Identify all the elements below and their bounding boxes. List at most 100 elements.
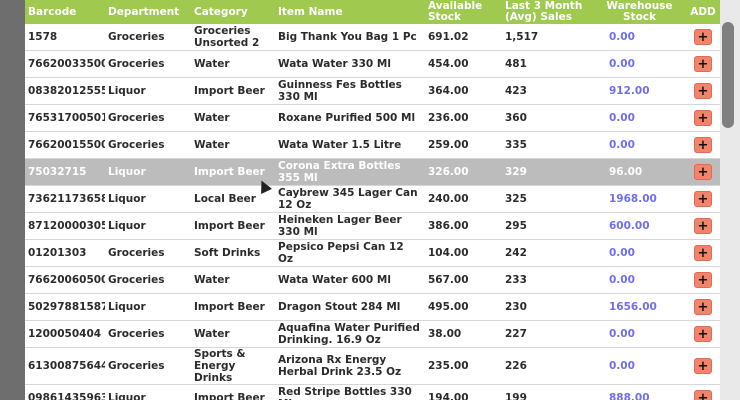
- barcode-cell: 01201303: [25, 239, 105, 267]
- add-cell: +: [686, 131, 720, 159]
- add-cell: +: [686, 293, 720, 321]
- warehouse-stock-cell: 0.00: [593, 24, 686, 51]
- add-cell: +: [686, 50, 720, 78]
- item-name-cell: Wata Water 600 Ml: [275, 266, 425, 294]
- column-header-barcode[interactable]: Barcode: [25, 0, 105, 24]
- add-button[interactable]: +: [694, 272, 712, 288]
- add-button[interactable]: +: [694, 110, 712, 126]
- barcode-cell: 5029788158760: [25, 293, 105, 321]
- add-button[interactable]: +: [694, 358, 712, 374]
- department-cell: Liquor: [105, 185, 191, 213]
- barcode-cell: 098614359638: [25, 384, 105, 400]
- column-header-warehouse-stock[interactable]: Warehouse Stock: [593, 0, 686, 24]
- warehouse-stock-cell: 0.00: [593, 104, 686, 132]
- column-header-department[interactable]: Department: [105, 0, 191, 24]
- add-button[interactable]: +: [694, 191, 712, 207]
- add-cell: +: [686, 320, 720, 348]
- add-cell: +: [686, 347, 720, 385]
- available-stock-cell: 454.00: [425, 50, 502, 78]
- add-button[interactable]: +: [694, 390, 712, 400]
- add-button[interactable]: +: [694, 245, 712, 261]
- barcode-cell: 765317005017: [25, 104, 105, 132]
- category-cell: Soft Drinks: [191, 239, 275, 267]
- add-cell: +: [686, 239, 720, 267]
- available-stock-cell: 194.00: [425, 384, 502, 400]
- department-cell: Liquor: [105, 384, 191, 400]
- table-row[interactable]: 765317005017GroceriesWaterRoxane Purifie…: [25, 104, 720, 132]
- add-button[interactable]: +: [694, 326, 712, 342]
- category-cell: Water: [191, 131, 275, 159]
- warehouse-stock-cell: 600.00: [593, 212, 686, 240]
- warehouse-stock-cell: 912.00: [593, 77, 686, 105]
- avg-sales-cell: 329: [502, 158, 593, 186]
- category-cell: Import Beer: [191, 293, 275, 321]
- barcode-cell: 1200050404: [25, 320, 105, 348]
- department-cell: Liquor: [105, 293, 191, 321]
- item-name-cell: Corona Extra Bottles 355 Ml: [275, 158, 425, 186]
- avg-sales-cell: 423: [502, 77, 593, 105]
- department-cell: Groceries: [105, 50, 191, 78]
- table-row[interactable]: 75032715 Liquor Import Beer Corona Extra Bo…: [25, 158, 720, 186]
- column-header-category[interactable]: Category: [191, 0, 275, 24]
- table-row[interactable]: 766200155000GroceriesWaterWata Water 1.5…: [25, 131, 720, 159]
- table-header-row: Barcode Department Category Item Name Av…: [25, 0, 720, 24]
- department-cell: Groceries: [105, 320, 191, 348]
- avg-sales-cell: 226: [502, 347, 593, 385]
- add-button[interactable]: +: [694, 29, 712, 45]
- available-stock-cell: 38.00: [425, 320, 502, 348]
- item-name-cell: Aquafina Water Purified Drinking. 16.9 O…: [275, 320, 425, 348]
- department-cell: Groceries: [105, 24, 191, 51]
- category-cell: Groceries Unsorted 2: [191, 24, 275, 51]
- available-stock-cell: 259.00: [425, 131, 502, 159]
- department-cell: Groceries: [105, 239, 191, 267]
- table-row[interactable]: 766200605000GroceriesWaterWata Water 600…: [25, 266, 720, 294]
- table-row[interactable]: 766200335006GroceriesWaterWata Water 330…: [25, 50, 720, 78]
- item-name-cell: Dragon Stout 284 Ml: [275, 293, 425, 321]
- avg-sales-cell: 1,517: [502, 24, 593, 51]
- add-button[interactable]: +: [694, 218, 712, 234]
- available-stock-cell: 567.00: [425, 266, 502, 294]
- barcode-cell: 8712000030575: [25, 212, 105, 240]
- table-row[interactable]: 1200050404 Groceries Water Aquafina Water P…: [25, 320, 720, 348]
- avg-sales-cell: 233: [502, 266, 593, 294]
- add-cell: +: [686, 185, 720, 213]
- left-gutter: [0, 0, 25, 400]
- avg-sales-cell: 230: [502, 293, 593, 321]
- warehouse-stock-cell: 0.00: [593, 266, 686, 294]
- barcode-cell: 1578: [25, 24, 105, 51]
- column-header-avg-sales[interactable]: Last 3 Month (Avg) Sales: [502, 0, 593, 24]
- table-row[interactable]: 01201303 Groceries Soft Drinks Pepsico Peps…: [25, 239, 720, 267]
- add-button[interactable]: +: [694, 56, 712, 72]
- department-cell: Groceries: [105, 266, 191, 294]
- warehouse-stock-cell: 0.00: [593, 320, 686, 348]
- department-cell: Groceries: [105, 131, 191, 159]
- add-button[interactable]: +: [694, 137, 712, 153]
- category-cell: Water: [191, 50, 275, 78]
- category-cell: Sports & Energy Drinks: [191, 347, 275, 385]
- warehouse-stock-cell: 888.00: [593, 384, 686, 400]
- table-row[interactable]: 1578 Groceries Groceries Unsorted 2 Big Tha…: [25, 24, 720, 51]
- column-header-available-stock[interactable]: Available Stock: [425, 0, 502, 24]
- department-cell: Liquor: [105, 212, 191, 240]
- barcode-cell: 083820125559: [25, 77, 105, 105]
- add-cell: +: [686, 104, 720, 132]
- avg-sales-cell: 481: [502, 50, 593, 78]
- add-button[interactable]: +: [694, 164, 712, 180]
- add-button[interactable]: +: [694, 299, 712, 315]
- table-body: 1578 Groceries Groceries Unsorted 2 Big Tha…: [25, 24, 720, 400]
- warehouse-stock-cell: 1656.00: [593, 293, 686, 321]
- item-name-cell: Roxane Purified 500 Ml: [275, 104, 425, 132]
- add-button[interactable]: +: [694, 83, 712, 99]
- category-cell: Water: [191, 266, 275, 294]
- barcode-cell: 75032715: [25, 158, 105, 186]
- column-header-item-name[interactable]: Item Name: [275, 0, 425, 24]
- table-row[interactable]: 613008756444GroceriesSports & Energy Dri…: [25, 347, 720, 385]
- stock-table-panel: Barcode Department Category Item Name Av…: [25, 0, 720, 400]
- scrollbar-thumb[interactable]: [722, 22, 734, 128]
- column-header-add: ADD: [686, 0, 720, 24]
